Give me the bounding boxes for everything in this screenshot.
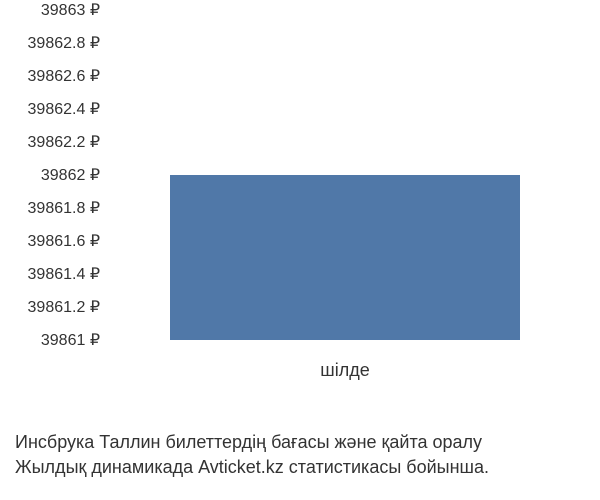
y-tick: 39861.8 ₽ — [28, 198, 100, 218]
chart-container: 39863 ₽ 39862.8 ₽ 39862.6 ₽ 39862.4 ₽ 39… — [0, 0, 600, 500]
y-tick: 39862 ₽ — [41, 165, 100, 185]
caption-line-2: Жылдық динамикада Avticket.kz статистика… — [15, 455, 585, 480]
y-tick: 39862.6 ₽ — [28, 66, 100, 86]
x-axis-label: шілде — [110, 360, 580, 381]
y-tick: 39862.8 ₽ — [28, 33, 100, 53]
plot-area — [110, 10, 580, 340]
y-tick: 39861.4 ₽ — [28, 264, 100, 284]
y-tick: 39861.6 ₽ — [28, 231, 100, 251]
y-tick: 39861.2 ₽ — [28, 297, 100, 317]
y-tick: 39862.2 ₽ — [28, 132, 100, 152]
y-tick: 39861 ₽ — [41, 330, 100, 350]
y-tick: 39862.4 ₽ — [28, 99, 100, 119]
y-tick: 39863 ₽ — [41, 0, 100, 20]
chart-caption: Инсбрука Таллин билеттердің бағасы және … — [15, 430, 585, 480]
bar — [170, 175, 520, 340]
caption-line-1: Инсбрука Таллин билеттердің бағасы және … — [15, 430, 585, 455]
